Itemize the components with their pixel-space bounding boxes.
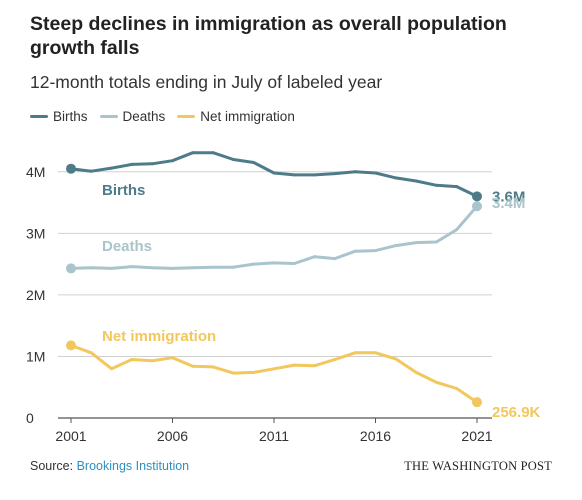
end-value-label-births: 3.6M [492,188,525,205]
x-tick-label: 2021 [461,428,492,444]
data-point-net-immigration [455,386,459,390]
data-point-net-immigration [66,340,76,351]
data-point-deaths [272,261,276,265]
data-point-births [353,170,357,174]
data-point-deaths [414,241,418,245]
x-tick-label: 2006 [157,428,188,444]
legend-swatch-births [30,115,48,118]
series-label-births: Births [102,182,145,199]
data-point-births [89,169,93,173]
x-tick-label: 2011 [259,428,289,444]
data-point-births [231,157,235,161]
data-point-deaths [455,228,459,232]
chart-title: Steep declines in immigration as overall… [30,13,507,59]
data-point-deaths [130,265,134,269]
data-point-deaths [313,255,317,259]
source-link[interactable]: Brookings Institution [76,459,190,473]
x-tick-label: 2001 [55,428,86,444]
legend-item-births: Births [30,109,88,124]
data-point-births [455,185,459,189]
data-point-net-immigration [252,370,256,374]
data-point-deaths [434,240,438,244]
data-point-deaths [394,244,398,248]
data-point-births [150,162,154,166]
x-tick-label: 2016 [360,428,391,444]
data-point-births [211,151,215,155]
data-point-deaths [353,249,357,253]
data-point-births [66,163,76,174]
data-point-births [374,171,377,175]
data-point-deaths [171,266,174,270]
data-point-deaths [110,266,114,270]
data-point-net-immigration [292,363,296,367]
data-point-births [333,172,337,176]
end-value-label-deaths: 3.4M [492,195,525,212]
series-label-deaths: Deaths [102,238,152,255]
data-point-net-immigration [171,356,174,360]
data-point-deaths [150,266,154,270]
data-point-births [292,173,296,177]
legend-label-births: Births [53,109,88,124]
end-value-label-net-immigration: 256.9K [492,404,541,421]
y-tick-label: 1M [26,348,45,364]
data-point-net-immigration [150,359,154,363]
source-note: Source: Brookings Institution [30,459,189,473]
legend: Births Deaths Net immigration [30,109,307,124]
legend-swatch-net-immigration [177,115,196,118]
data-point-deaths [89,266,93,270]
data-point-net-immigration [434,380,438,384]
legend-item-deaths: Deaths [99,109,166,124]
data-point-net-immigration [272,367,276,371]
data-point-deaths [231,265,235,269]
y-tick-label: 2M [26,287,45,303]
data-point-deaths [333,257,337,261]
data-point-net-immigration [333,358,337,362]
data-point-births [472,191,482,202]
y-tick-label: 3M [26,225,45,241]
data-point-births [313,173,317,177]
data-point-deaths [191,266,195,270]
data-point-births [252,161,256,165]
publisher-brand: THE WASHINGTON POST [404,459,552,473]
data-point-net-immigration [89,351,93,355]
data-point-net-immigration [374,351,377,355]
data-point-net-immigration [231,371,235,375]
series-label-net-immigration: Net immigration [102,328,216,345]
data-point-net-immigration [110,367,114,371]
data-point-deaths [211,265,215,269]
line-chart: 0 1M 2M 3M 4M 2001 2006 2011 2016 2021 Births 3.6M D… [26,151,541,444]
data-point-births [191,151,195,155]
data-point-net-immigration [394,357,398,361]
data-point-births [130,162,134,166]
data-point-deaths [374,249,377,253]
legend-label-net-immigration: Net immigration [200,109,295,124]
legend-swatch-deaths [99,115,118,118]
data-point-births [272,171,276,175]
legend-item-net-immigration: Net immigration [177,109,295,124]
data-point-net-immigration [414,370,418,374]
data-point-net-immigration [472,397,482,408]
data-point-births [434,183,438,187]
data-point-births [110,166,114,170]
data-point-deaths [292,261,296,265]
chart-subtitle: 12-month totals ending in July of labele… [30,72,383,92]
legend-label-deaths: Deaths [122,109,166,124]
data-point-net-immigration [353,351,357,355]
data-point-births [171,159,174,163]
data-point-net-immigration [211,365,215,369]
data-point-net-immigration [130,358,134,362]
y-tick-label: 4M [26,164,45,180]
data-point-deaths [66,263,76,274]
data-point-net-immigration [313,364,317,368]
data-point-deaths [472,201,482,212]
y-tick-label: 0 [26,410,34,426]
source-prefix: Source: [30,459,77,473]
data-point-deaths [252,262,256,266]
data-point-net-immigration [191,364,195,368]
data-point-births [394,176,398,180]
data-point-births [414,179,418,183]
